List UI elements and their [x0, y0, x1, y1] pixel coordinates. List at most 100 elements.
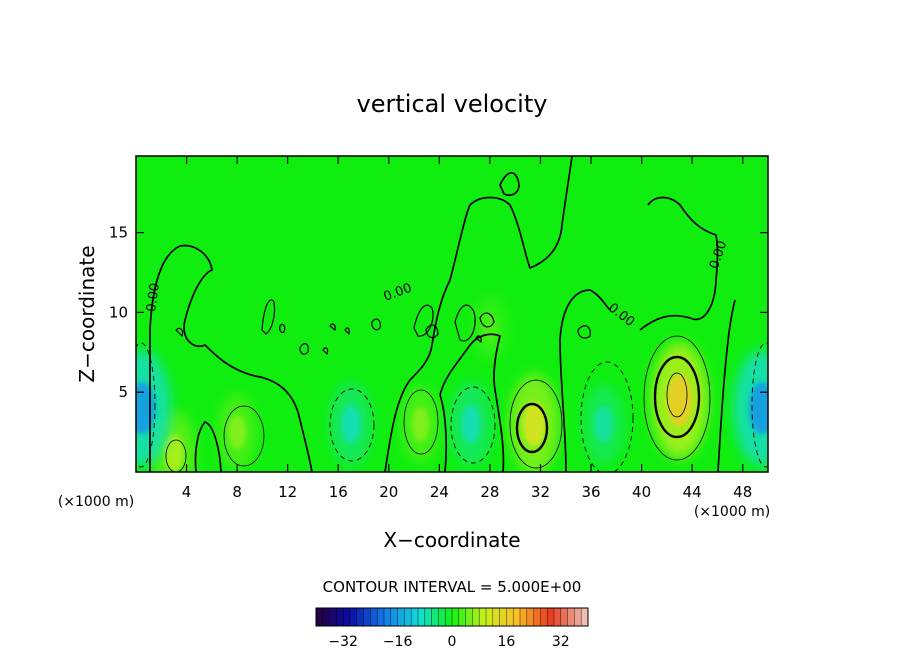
contour-positive-thin	[223, 405, 265, 467]
x-axis-label: X−coordinate	[383, 528, 520, 552]
heat-blob-core	[461, 405, 481, 444]
contour-zero	[454, 304, 476, 342]
x-tick-labels: 4 8 12 16 20 24 28 32 36 40 44 48	[182, 483, 752, 501]
contour-zero	[371, 318, 381, 331]
colorbar-cell	[316, 608, 324, 626]
colorbar-tick-label: −32	[328, 634, 358, 650]
plot-frame	[135, 155, 769, 473]
colorbar-cell	[458, 608, 466, 626]
x-tick-label: 32	[531, 483, 550, 501]
colorbar-cell	[350, 608, 358, 626]
contour-zero	[279, 323, 286, 334]
heat-blob-core	[748, 382, 768, 435]
y-tick-labels: 5 10 15	[109, 224, 128, 402]
x-tick-label: 12	[278, 483, 297, 501]
colorbar-cell	[520, 608, 528, 626]
contour-zero	[639, 196, 719, 331]
contour-zero	[384, 156, 573, 472]
contour-zero	[577, 325, 591, 339]
heat-blob-core	[523, 401, 546, 447]
contour-negative	[329, 388, 375, 462]
contour-zero	[413, 304, 434, 337]
x-tick-label: 44	[683, 483, 702, 501]
x-tick-label: 28	[480, 483, 499, 501]
colorbar-cell	[356, 608, 364, 626]
colorbar-cell	[526, 608, 534, 626]
colorbar-labels: −32 −16 0 16 32	[328, 634, 569, 650]
colorbar-cell	[343, 608, 351, 626]
colorbar-cell	[492, 608, 500, 626]
x-unit-label-left: (×1000 m)	[58, 494, 134, 510]
x-tick-label: 8	[232, 483, 242, 501]
contour-zero	[322, 347, 329, 355]
colorbar-cell	[336, 608, 344, 626]
colorbar-cell	[384, 608, 392, 626]
x-tick-label: 16	[329, 483, 348, 501]
colorbar: −32 −16 0 16 32	[315, 607, 589, 650]
contour-interval-label: CONTOUR INTERVAL = 5.000E+00	[323, 578, 582, 596]
colorbar-cell	[472, 608, 480, 626]
contour-positive-thick	[515, 402, 549, 454]
contour-zero	[559, 289, 611, 472]
colorbar-cell	[581, 608, 589, 626]
colorbar-cell	[445, 608, 453, 626]
contour-zero	[299, 343, 309, 355]
contour-zero	[479, 312, 495, 328]
x-tick-label: 4	[182, 483, 192, 501]
contour-zero	[717, 299, 736, 472]
x-tick-label: 20	[379, 483, 398, 501]
x-tick-label: 36	[581, 483, 600, 501]
colorbar-cell	[574, 608, 582, 626]
colorbar-tick-label: 0	[448, 634, 457, 650]
contour-positive-thin	[165, 439, 187, 472]
heat-blob-core	[136, 382, 156, 435]
colorbar-cells	[315, 608, 589, 626]
x-tick-label: 24	[430, 483, 449, 501]
colorbar-cell	[499, 608, 507, 626]
contour-lines	[136, 156, 768, 472]
contour-negative	[751, 342, 768, 468]
colorbar-cell	[540, 608, 548, 626]
tick-marks	[136, 156, 768, 472]
colorbar-cell	[397, 608, 405, 626]
heat-blob-core	[482, 313, 498, 343]
contour-negative	[450, 386, 496, 464]
colorbar-cell	[479, 608, 487, 626]
contour-zero	[194, 421, 222, 472]
heat-blob-core	[594, 406, 613, 443]
colorbar-cell	[363, 608, 371, 626]
colorbar-cell	[452, 608, 460, 626]
contour-positive-thin	[509, 379, 563, 469]
colorbar-cell	[322, 608, 330, 626]
colorbar-tick-label: −16	[383, 634, 413, 650]
chart-title: vertical velocity	[357, 90, 548, 118]
heat-blob-core	[411, 407, 430, 442]
contour-zero	[261, 299, 276, 335]
contour-zero	[175, 327, 184, 337]
colorbar-cell	[547, 608, 555, 626]
heat-blob-core	[666, 374, 693, 427]
y-tick-label: 10	[109, 303, 128, 321]
contour-negative	[580, 361, 634, 472]
contour-positive-thick	[653, 355, 701, 439]
contour-zero	[499, 172, 520, 197]
colorbar-cell	[377, 608, 385, 626]
heat-blob-core	[341, 405, 361, 444]
contour-zero	[439, 333, 505, 472]
colorbar-cell	[533, 608, 541, 626]
contour-zero	[149, 244, 313, 472]
contour-label: 0.00	[144, 282, 163, 313]
colorbar-cell	[431, 608, 439, 626]
colorbar-cell	[370, 608, 378, 626]
colorbar-cell	[438, 608, 446, 626]
x-unit-label-right: (×1000 m)	[694, 504, 770, 520]
y-tick-label: 5	[118, 383, 128, 401]
colorbar-cell	[404, 608, 412, 626]
colorbar-cell	[465, 608, 473, 626]
contour-zero	[344, 327, 350, 335]
colorbar-tick-label: 32	[552, 634, 570, 650]
colorbar-cell	[418, 608, 426, 626]
contour-zero	[425, 324, 439, 339]
contour-zero	[475, 335, 482, 343]
